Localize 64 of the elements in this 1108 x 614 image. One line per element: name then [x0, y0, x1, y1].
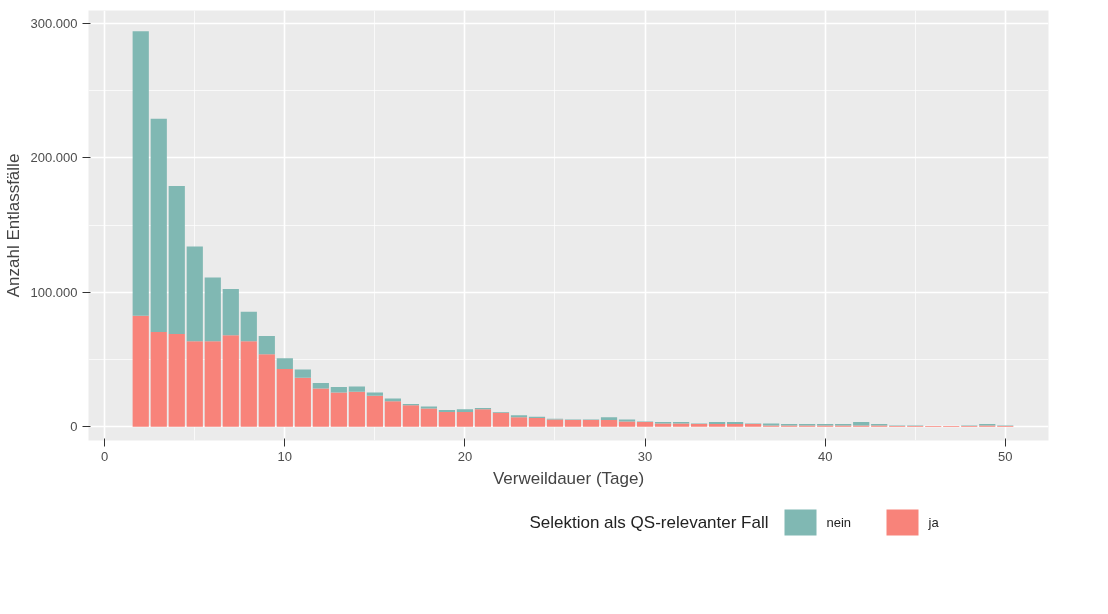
bar	[294, 369, 311, 378]
bar	[330, 387, 347, 393]
bar	[294, 377, 311, 427]
x-tick-label: 40	[817, 448, 833, 464]
bar	[492, 412, 510, 427]
bar	[456, 411, 474, 427]
bar	[312, 383, 329, 389]
bar	[168, 186, 185, 334]
bar	[240, 341, 257, 427]
y-tick-label: 200.000	[30, 150, 78, 166]
x-tick-label: 20	[457, 448, 473, 464]
bar	[420, 406, 438, 409]
bar	[474, 409, 492, 427]
bar	[204, 341, 221, 427]
bar	[150, 118, 167, 332]
bar	[528, 418, 546, 427]
bar	[348, 391, 365, 427]
y-tick-label: 100.000	[30, 284, 78, 300]
bar	[384, 401, 401, 427]
legend-label: nein	[826, 515, 852, 530]
bar	[510, 417, 528, 427]
legend-label: ja	[927, 515, 940, 530]
bar	[222, 288, 239, 336]
bar	[456, 409, 474, 412]
bar	[438, 409, 456, 412]
bar	[132, 315, 149, 427]
bar	[276, 368, 293, 427]
bar	[186, 341, 203, 427]
bar	[258, 335, 275, 355]
bar	[204, 277, 221, 342]
bar	[618, 421, 636, 427]
bar	[348, 386, 365, 392]
bar	[240, 311, 257, 342]
bar	[168, 333, 185, 427]
y-tick-label: 300.000	[30, 15, 78, 31]
bar	[222, 335, 239, 427]
bar	[438, 411, 456, 427]
bar	[546, 419, 564, 427]
bar	[312, 388, 329, 427]
bar	[636, 422, 654, 427]
x-tick-label: 50	[998, 448, 1013, 464]
x-tick-label: 10	[277, 448, 293, 464]
bar	[186, 246, 203, 342]
x-axis-title: Verweildauer (Tage)	[492, 468, 645, 488]
y-axis-title: Anzahl Entlassfälle	[3, 153, 23, 298]
bar	[330, 392, 347, 427]
bar	[366, 395, 383, 427]
bar	[276, 358, 293, 369]
bar	[600, 417, 618, 421]
bar	[600, 420, 618, 427]
bar	[258, 354, 275, 427]
legend-title: Selektion als QS-relevanter Fall	[529, 513, 769, 532]
bar	[510, 415, 528, 418]
bar	[132, 31, 149, 316]
bar	[402, 405, 420, 427]
x-tick-label: 30	[637, 448, 653, 464]
bar	[420, 408, 438, 427]
x-tick-label: 0	[101, 448, 109, 464]
bar	[564, 420, 582, 427]
bar	[150, 331, 167, 427]
bar	[366, 392, 383, 396]
y-tick-label: 0	[70, 419, 78, 435]
bar	[618, 419, 636, 422]
bar	[582, 420, 600, 427]
